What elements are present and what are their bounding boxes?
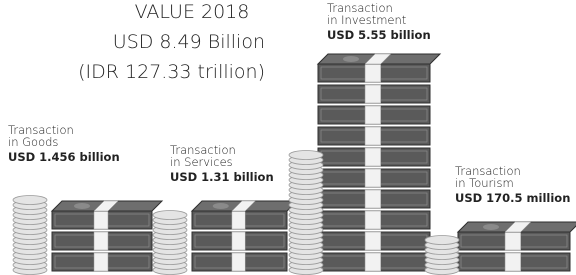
bill-emblem [213, 203, 229, 209]
band [365, 127, 381, 145]
money-stack [192, 201, 297, 271]
band [505, 253, 521, 271]
coin [425, 236, 459, 245]
item-label: in Tourism [455, 176, 514, 190]
bill-emblem [74, 203, 90, 209]
band [94, 232, 108, 250]
item-amount: USD 1.456 billion [8, 150, 120, 164]
item-label: in Investment [327, 13, 406, 27]
money-stack [318, 54, 440, 271]
bill-emblem [343, 56, 359, 62]
header-idr: (IDR 127.33 trillion) [78, 61, 265, 83]
header-usd: USD 8.49 Billion [113, 31, 265, 53]
coin [153, 211, 187, 220]
band [365, 190, 381, 208]
header-title: VALUE 2018 [135, 1, 250, 23]
band [365, 232, 381, 250]
coin-stack [289, 151, 323, 275]
item-label: in Goods [8, 135, 58, 149]
canvas: VALUE 2018 USD 8.49 Billion (IDR 127.33 … [0, 0, 576, 275]
infographic: VALUE 2018 USD 8.49 Billion (IDR 127.33 … [0, 0, 576, 275]
item-label: in Services [170, 155, 233, 169]
money-stack [458, 222, 576, 271]
band [365, 64, 381, 82]
coin [289, 151, 323, 160]
bill-emblem [483, 224, 499, 230]
band [365, 85, 381, 103]
coin [13, 196, 47, 205]
coin-stack [425, 236, 459, 275]
band [365, 169, 381, 187]
band [232, 211, 245, 229]
band [365, 106, 381, 124]
band [232, 253, 245, 271]
band [94, 253, 108, 271]
item-amount: USD 170.5 million [455, 191, 570, 205]
item-amount: USD 5.55 billion [327, 28, 431, 42]
band [365, 253, 381, 271]
band [232, 232, 245, 250]
coin-stack [13, 196, 47, 275]
band [94, 211, 108, 229]
band [505, 232, 521, 250]
item-amount: USD 1.31 billion [170, 170, 274, 184]
coin-stack [153, 211, 187, 275]
band [365, 148, 381, 166]
band [365, 211, 381, 229]
money-stack [52, 201, 162, 271]
